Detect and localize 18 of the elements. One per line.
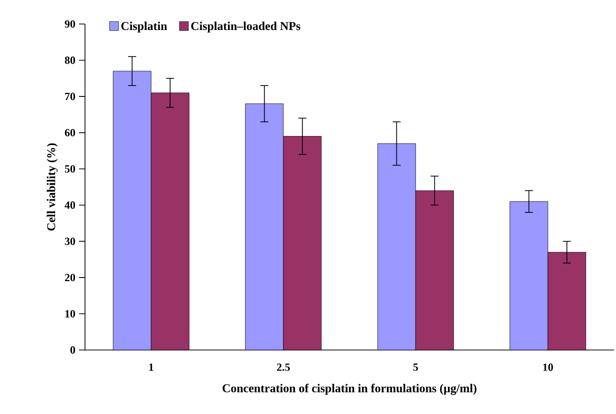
x-tick-label: 2.5 <box>276 364 290 371</box>
y-tick-label: 60 <box>64 128 76 136</box>
y-tick-label: 50 <box>64 165 76 173</box>
y-tick-label: 20 <box>64 274 76 282</box>
legend-label: Cisplatin–loaded NPs <box>191 22 300 33</box>
legend-label: Cisplatin <box>121 22 168 33</box>
y-tick-label: 30 <box>64 238 76 246</box>
y-tick-label: 90 <box>64 20 76 28</box>
y-tick-label: 80 <box>64 56 76 64</box>
y-tick-label: 0 <box>70 346 76 354</box>
y-tick-label: 40 <box>64 201 76 209</box>
y-tick-label: 70 <box>65 92 76 100</box>
y-axis-title: Cell viability (%) <box>46 143 58 231</box>
x-tick-label: 10 <box>543 364 553 371</box>
x-tick-label: 5 <box>413 364 418 371</box>
x-tick-label: 1 <box>149 364 154 371</box>
y-tick-label: 10 <box>65 310 76 318</box>
x-axis-title: Concentration of cisplatin in formulations (µg/ml) <box>222 384 476 395</box>
